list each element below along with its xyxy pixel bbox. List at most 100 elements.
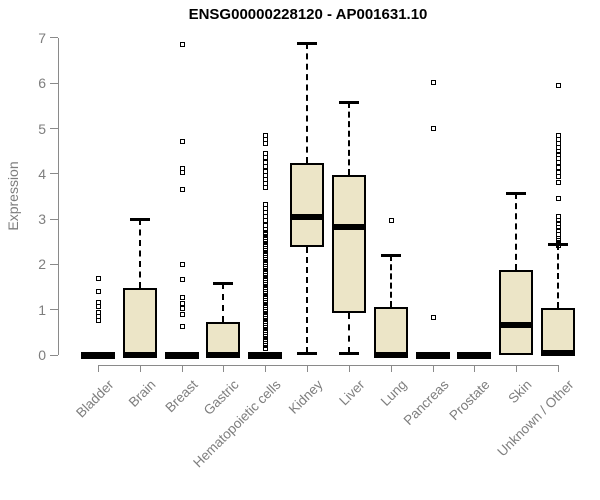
outlier-point	[179, 300, 185, 306]
outlier-point	[263, 202, 269, 208]
x-axis-tick	[390, 365, 392, 372]
boxplot-upper-whisker	[138, 219, 141, 288]
y-tick-label: 2	[38, 256, 46, 273]
boxplot-box	[373, 306, 408, 355]
x-axis-tick	[223, 365, 225, 372]
y-axis-tick	[50, 354, 58, 356]
boxplot-lower-cap	[338, 352, 359, 356]
boxplot-upper-cap	[506, 191, 527, 195]
outlier-point	[179, 186, 185, 192]
boxplot-upper-cap	[338, 101, 359, 105]
outlier-point	[556, 218, 562, 223]
outlier-point	[179, 42, 185, 48]
outlier-point	[556, 179, 562, 185]
boxplot-median-line	[290, 213, 325, 220]
outlier-point	[179, 262, 185, 268]
outlier-point	[556, 195, 562, 201]
boxplot-upper-whisker	[347, 102, 350, 176]
x-axis-tick	[474, 365, 476, 372]
boxplot-box	[331, 175, 366, 313]
outlier-point	[179, 306, 185, 312]
y-axis-tick	[50, 82, 58, 84]
boxplot-collapsed-median	[81, 351, 115, 359]
outlier-point	[179, 277, 185, 283]
x-axis-tick	[139, 365, 141, 372]
y-axis-line	[58, 38, 59, 355]
outlier-point	[388, 218, 394, 223]
outlier-point	[430, 315, 436, 321]
outlier-point	[556, 235, 562, 241]
boxplot-upper-whisker	[389, 255, 392, 307]
boxplot-lower-cap	[297, 352, 318, 356]
boxplot-collapsed-median	[457, 351, 492, 359]
y-axis-tick	[50, 173, 58, 175]
x-axis-tick	[432, 365, 434, 372]
boxplot-upper-cap	[297, 42, 318, 46]
boxplot-upper-whisker	[306, 43, 309, 163]
x-axis-tick	[181, 365, 183, 372]
outlier-point	[179, 311, 185, 317]
x-axis-tick	[307, 365, 309, 372]
outlier-point	[263, 164, 269, 170]
outlier-point	[556, 160, 562, 166]
outlier-point	[96, 276, 101, 282]
outlier-point	[179, 138, 185, 144]
boxplot-upper-whisker	[557, 244, 560, 308]
outlier-point	[96, 304, 101, 310]
x-axis-tick	[516, 365, 518, 372]
outlier-point	[263, 168, 269, 174]
outlier-point	[556, 165, 562, 171]
boxplot-median-line	[331, 223, 366, 230]
y-tick-label: 1	[38, 301, 46, 318]
y-axis-tick	[50, 37, 58, 39]
boxplot-collapsed-median	[248, 351, 283, 359]
y-tick-label: 7	[38, 29, 46, 46]
boxplot-median-line	[373, 352, 408, 358]
boxplot-median-line	[541, 350, 576, 357]
boxplot-median-line	[499, 322, 534, 329]
outlier-point	[556, 83, 562, 89]
outlier-point	[263, 159, 269, 165]
y-tick-label: 3	[38, 211, 46, 228]
outlier-point	[179, 169, 185, 175]
outlier-point	[556, 242, 562, 248]
outlier-point	[179, 295, 185, 301]
outlier-point	[430, 126, 436, 132]
y-axis-tick	[50, 128, 58, 130]
outlier-point	[556, 174, 562, 180]
boxplot-collapsed-median	[415, 351, 450, 359]
y-axis-tick	[50, 263, 58, 265]
y-tick-label: 5	[38, 120, 46, 137]
x-axis-tick	[265, 365, 267, 372]
x-axis-tick	[98, 365, 99, 372]
y-tick-label: 4	[38, 165, 46, 182]
boxplot-box	[290, 162, 325, 248]
outlier-point	[96, 289, 101, 295]
boxplot-lower-whisker	[347, 312, 350, 354]
boxplot-upper-cap	[213, 282, 234, 286]
boxplot-upper-cap	[380, 254, 401, 258]
outlier-point	[96, 317, 101, 323]
boxplot-median-line	[206, 352, 241, 358]
outlier-point	[263, 150, 269, 156]
outlier-point	[556, 169, 562, 175]
boxplot-upper-whisker	[515, 192, 518, 270]
y-axis-tick	[50, 309, 58, 311]
y-axis-tick	[50, 218, 58, 220]
boxplot-lower-whisker	[306, 247, 309, 354]
x-axis-tick	[558, 365, 560, 372]
boxplot-upper-cap	[129, 218, 150, 222]
x-axis-line	[98, 365, 560, 366]
boxplot-box	[122, 287, 157, 355]
boxplot-collapsed-median	[164, 351, 199, 359]
x-axis-tick	[348, 365, 350, 372]
boxplot-median-line	[122, 352, 157, 358]
boxplot-box	[206, 321, 241, 355]
outlier-point	[430, 79, 436, 85]
boxplot-box	[541, 307, 576, 355]
boxplot-upper-cap	[548, 243, 569, 247]
outlier-point	[179, 324, 185, 330]
y-tick-label: 6	[38, 75, 46, 92]
y-tick-label: 0	[38, 347, 46, 363]
